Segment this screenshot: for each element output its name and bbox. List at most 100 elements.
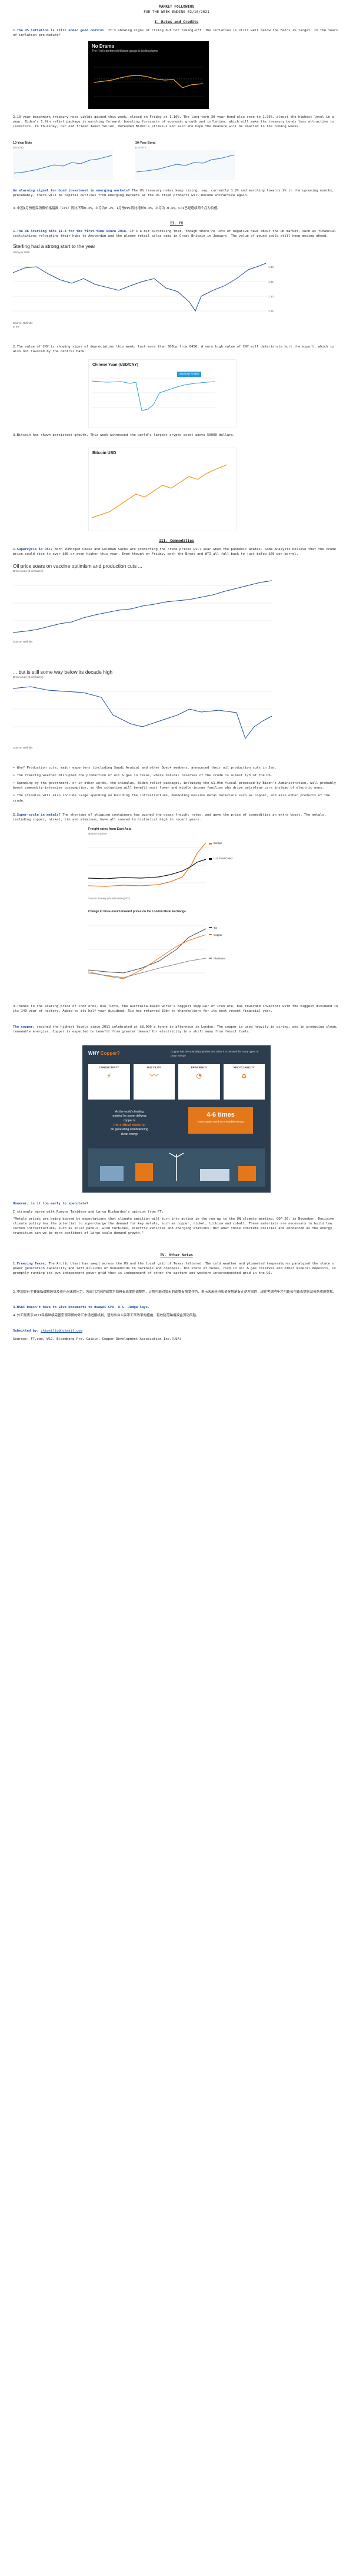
metals-legend-copper: Copper xyxy=(214,933,222,936)
why-copper-intro: Copper has the special properties that a… xyxy=(171,1050,259,1057)
oil1-title: Oil price soars on vaccine optimism and … xyxy=(13,563,142,569)
rates-p3-lead: An alarming signal for bond investment i… xyxy=(13,189,130,193)
wire-icon: 〰 xyxy=(149,1071,158,1081)
comm-paragraph-4: The copper: reached the highest levels s… xyxy=(13,1025,340,1034)
copper-bottom-illustration xyxy=(88,1148,265,1187)
svg-text:1.30: 1.30 xyxy=(268,295,274,298)
gbp-source: Source: Refinitiv xyxy=(13,322,33,325)
comm-p1-lead: 1.Supercycle in Oil? xyxy=(13,548,53,551)
oil2-sub: Brent crude ($ per barrel) xyxy=(13,676,44,679)
freight-legend-europe: Europe xyxy=(214,842,222,845)
rates-paragraph-2: 2.10-year benchmark treasury note yields… xyxy=(13,115,334,129)
us30y-chart: 30-Year Bond (US30Y) xyxy=(135,141,235,183)
freight-sub: $000s/container xyxy=(88,832,108,835)
copper-tag-label: more copper used in renewable energy xyxy=(197,1120,244,1123)
section-heading-commodities: III. Commodities xyxy=(159,539,194,543)
oil1-sub: Brent crude ($ per barrel) xyxy=(13,569,44,573)
cny-chart-plot xyxy=(91,378,216,411)
pce-chart-title: No Drama xyxy=(92,44,114,49)
rates-p1-body: It's showing signs of rising but not tak… xyxy=(13,29,338,38)
pce-line xyxy=(94,75,204,88)
copper-mid-l6: clean energy xyxy=(121,1132,138,1136)
gauge-icon: ◔ xyxy=(197,1071,202,1081)
comm-p2-body: The shortage of shipping containers has … xyxy=(13,813,327,822)
pce-chart: No Drama The Fed's preferred inflation g… xyxy=(88,41,209,109)
copper-prop-2: DUCTILITY 〰 xyxy=(133,1064,175,1100)
freight-chart: Freight rates from East Asia $000s/conta… xyxy=(88,827,241,904)
btc-chart-plot xyxy=(91,464,228,518)
freight-source: Source: Drewry (via Bloomberg/FT) xyxy=(88,896,130,900)
copper-mid-text: As the world's leading material for powe… xyxy=(88,1110,171,1137)
copper-prop-4: RECYCLABILITY ♻ xyxy=(223,1064,265,1100)
section-heading-fx: II. FX xyxy=(169,221,184,226)
copper-prop-1: CONDUCTIVITY ⚡ xyxy=(88,1064,130,1100)
copper-tag: 4-6 times more copper used in renewable … xyxy=(188,1107,253,1134)
comm-bullet-3: • Spending by the government, or in othe… xyxy=(13,782,336,790)
fx-paragraph-2: 2.The value of CNY is showing signs of d… xyxy=(13,345,334,354)
svg-text:1.40: 1.40 xyxy=(268,266,274,269)
comm-p4-body: reached the highest levels since 2011 ce… xyxy=(13,1025,338,1034)
section-heading-notes: IV. Other Notes xyxy=(160,1253,193,1257)
rates-paragraph-3: An alarming signal for bond investment i… xyxy=(13,188,340,198)
copper-prop-2-label: DUCTILITY xyxy=(147,1066,161,1069)
us30y-title: 30-Year Bond xyxy=(135,141,156,145)
comm-question-body: I strongly agree with Rumuna Tahidese an… xyxy=(13,1210,164,1214)
fx-p1-body: It's a bit surprising that, though there… xyxy=(13,230,336,239)
pce-chart-plot xyxy=(94,67,204,97)
comm-p4-lead: The copper: xyxy=(13,1025,35,1029)
document-title: MARKET FOLLOWING xyxy=(159,5,194,9)
submitted-by-lead: Submitted by: xyxy=(13,1329,39,1333)
why-copper-title-1: WHY xyxy=(88,1051,99,1056)
oil1-source: Source: Refinitiv xyxy=(13,640,33,644)
submitter-email-link[interactable]: zhiweiliu@hotmail.com xyxy=(41,1329,82,1333)
pce-chart-subtitle: The Fed's preferred inflation gauge is l… xyxy=(92,49,158,53)
us10y-sub: (US10Y) xyxy=(13,145,24,149)
why-copper-title: WHY Copper? xyxy=(88,1050,120,1057)
copper-prop-1-label: CONDUCTIVITY xyxy=(99,1066,119,1069)
comm-p2-lead: 2.Super-cycle in metals? xyxy=(13,813,61,817)
comm-question-head: However, is it too early to speculate? xyxy=(13,1202,88,1206)
fx-p1-lead: 1.The UK Sterling hits $1.4 for the firs… xyxy=(13,230,128,233)
comm-quote: "Metals prices are being buoyed by expec… xyxy=(13,1217,334,1236)
comm-bullet-2: • The freezing weather disrupted the pro… xyxy=(13,774,273,778)
oil2-source: Source: Refinitiv xyxy=(13,746,33,750)
gbp-chart-ylabel: USD per GBP xyxy=(13,251,30,254)
section-heading-rates: I. Rates and Credits xyxy=(154,20,199,24)
rates-p1-lead: 1.The US inflation is still under good c… xyxy=(13,29,106,32)
copper-tag-value: 4-6 times xyxy=(207,1111,235,1118)
gbp-chart-title: Sterling had a strong start to the year xyxy=(13,243,95,249)
document-week: FOR THE WEEK ENDING 02/10/2021 xyxy=(144,10,209,14)
metals-plot xyxy=(88,925,212,979)
us10y-plot xyxy=(13,150,113,181)
copper-prop-4-label: RECYCLABILITY xyxy=(233,1066,255,1069)
us10y-title: 10-Year Note xyxy=(13,141,32,145)
copper-properties: CONDUCTIVITY ⚡ DUCTILITY 〰 EFFICIENCY ◔ REC… xyxy=(88,1064,265,1100)
comm-bullet-4: • The stimulus will also include large s… xyxy=(13,794,330,803)
copper-prop-3: EFFICIENCY ◔ xyxy=(178,1064,220,1100)
comm-paragraph-2: 2.Super-cycle in metals? The shortage of… xyxy=(13,813,340,822)
copper-mid-l5: for generating and delivering xyxy=(111,1128,148,1132)
gbp-chart-plot: 1.40 1.35 1.30 1.25 xyxy=(12,263,274,313)
comm-question: However, is it too early to speculate? xyxy=(13,1201,340,1206)
cny-chart-title: Chinese Yuan (USD/CNY) xyxy=(92,363,138,367)
fx-paragraph-1: 1.The UK Sterling hits $1.4 for the firs… xyxy=(13,229,340,239)
gbp-ft: © FT xyxy=(13,325,19,329)
copper-mid-l1: As the world's leading xyxy=(115,1110,144,1114)
copper-mid-l4: the critical material xyxy=(113,1123,146,1127)
notes-p1-lead: 1.Freezing Texas: xyxy=(13,1262,47,1266)
copper-mid-l3: copper is xyxy=(123,1118,136,1123)
us30y-sub: (US30Y) xyxy=(135,145,146,149)
notes-paragraph-3: 3.HSBC Doesn't Have to Give Documents to… xyxy=(13,1305,340,1310)
oil-chart-1: Oil price soars on vaccine optimism and … xyxy=(12,562,284,651)
gbp-chart: Sterling had a strong start to the year … xyxy=(12,243,278,331)
copper-mid-l2: material for power delivery, xyxy=(112,1114,147,1118)
btc-chart: Bitcoin USD xyxy=(88,448,237,531)
freight-legend-us: U.S. East Coast xyxy=(214,857,233,860)
us30y-plot xyxy=(135,150,235,181)
svg-text:1.25: 1.25 xyxy=(268,310,274,313)
recycle-icon: ♻ xyxy=(241,1071,247,1081)
notes-p1-body: The Arctic blast has swept across the US… xyxy=(13,1262,336,1276)
metals-chart: Change in three-month forward prices on … xyxy=(88,910,241,992)
comm-paragraph-1: 1.Supercycle in Oil? Both JPMorgan Chase… xyxy=(13,547,340,557)
